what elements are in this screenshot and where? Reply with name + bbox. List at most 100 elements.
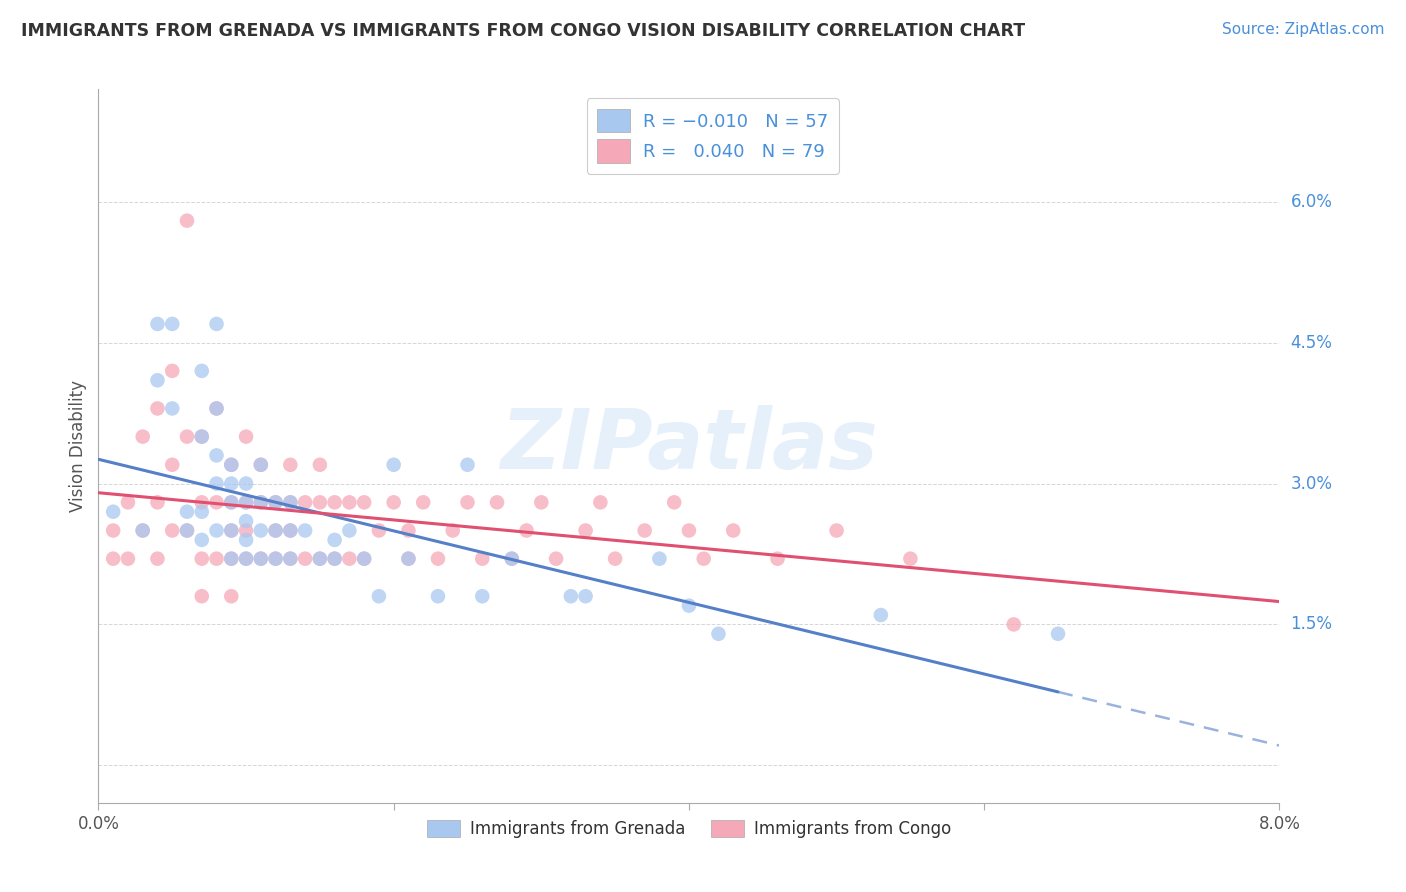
- Point: [162, 524, 183, 538]
- Point: [117, 495, 139, 509]
- Point: [427, 589, 450, 603]
- Point: [900, 551, 922, 566]
- Point: [264, 551, 287, 566]
- Point: [176, 213, 198, 227]
- Point: [235, 495, 257, 509]
- Point: [191, 505, 214, 519]
- Point: [221, 524, 243, 538]
- Text: 1.5%: 1.5%: [1291, 615, 1333, 633]
- Point: [103, 505, 125, 519]
- Point: [309, 458, 332, 472]
- Point: [398, 551, 420, 566]
- Point: [205, 401, 228, 416]
- Point: [264, 495, 287, 509]
- Point: [678, 599, 700, 613]
- Point: [457, 495, 479, 509]
- Point: [280, 495, 302, 509]
- Point: [1046, 627, 1070, 641]
- Point: [412, 495, 434, 509]
- Point: [486, 495, 509, 509]
- Text: ZIPatlas: ZIPatlas: [501, 406, 877, 486]
- Point: [205, 524, 228, 538]
- Y-axis label: Vision Disability: Vision Disability: [69, 380, 87, 512]
- Point: [766, 551, 789, 566]
- Point: [235, 524, 257, 538]
- Point: [501, 551, 523, 566]
- Point: [146, 551, 169, 566]
- Point: [280, 551, 302, 566]
- Point: [398, 551, 420, 566]
- Point: [146, 495, 169, 509]
- Point: [176, 524, 198, 538]
- Point: [264, 524, 287, 538]
- Point: [707, 627, 730, 641]
- Point: [294, 551, 316, 566]
- Point: [235, 551, 257, 566]
- Point: [250, 551, 273, 566]
- Point: [323, 495, 346, 509]
- Point: [235, 495, 257, 509]
- Point: [221, 476, 243, 491]
- Point: [132, 524, 155, 538]
- Point: [678, 524, 700, 538]
- Point: [1002, 617, 1025, 632]
- Point: [648, 551, 671, 566]
- Point: [205, 401, 228, 416]
- Point: [382, 458, 405, 472]
- Point: [191, 533, 214, 547]
- Point: [132, 524, 155, 538]
- Point: [323, 551, 346, 566]
- Point: [221, 524, 243, 538]
- Point: [427, 551, 450, 566]
- Point: [309, 551, 332, 566]
- Legend: Immigrants from Grenada, Immigrants from Congo: Immigrants from Grenada, Immigrants from…: [420, 813, 957, 845]
- Point: [280, 524, 302, 538]
- Point: [280, 458, 302, 472]
- Point: [723, 524, 745, 538]
- Point: [546, 551, 568, 566]
- Point: [191, 589, 214, 603]
- Point: [441, 524, 464, 538]
- Point: [323, 533, 346, 547]
- Point: [323, 551, 346, 566]
- Point: [205, 476, 228, 491]
- Point: [339, 524, 361, 538]
- Point: [309, 495, 332, 509]
- Point: [221, 458, 243, 472]
- Point: [634, 524, 657, 538]
- Text: Source: ZipAtlas.com: Source: ZipAtlas.com: [1222, 22, 1385, 37]
- Point: [250, 458, 273, 472]
- Text: 6.0%: 6.0%: [1291, 193, 1333, 211]
- Point: [162, 458, 183, 472]
- Point: [221, 495, 243, 509]
- Point: [353, 551, 375, 566]
- Point: [870, 607, 893, 622]
- Point: [162, 364, 183, 378]
- Point: [250, 495, 273, 509]
- Point: [221, 551, 243, 566]
- Point: [191, 429, 214, 443]
- Point: [191, 429, 214, 443]
- Point: [457, 458, 479, 472]
- Point: [516, 524, 538, 538]
- Point: [146, 401, 169, 416]
- Point: [280, 551, 302, 566]
- Point: [205, 449, 228, 463]
- Point: [339, 551, 361, 566]
- Point: [205, 317, 228, 331]
- Point: [132, 429, 155, 443]
- Point: [146, 373, 169, 387]
- Point: [280, 524, 302, 538]
- Point: [664, 495, 686, 509]
- Text: IMMIGRANTS FROM GRENADA VS IMMIGRANTS FROM CONGO VISION DISABILITY CORRELATION C: IMMIGRANTS FROM GRENADA VS IMMIGRANTS FR…: [21, 22, 1025, 40]
- Point: [501, 551, 523, 566]
- Point: [191, 495, 214, 509]
- Point: [117, 551, 139, 566]
- Point: [353, 495, 375, 509]
- Point: [176, 524, 198, 538]
- Point: [398, 524, 420, 538]
- Point: [250, 495, 273, 509]
- Point: [146, 317, 169, 331]
- Point: [103, 551, 125, 566]
- Point: [471, 589, 494, 603]
